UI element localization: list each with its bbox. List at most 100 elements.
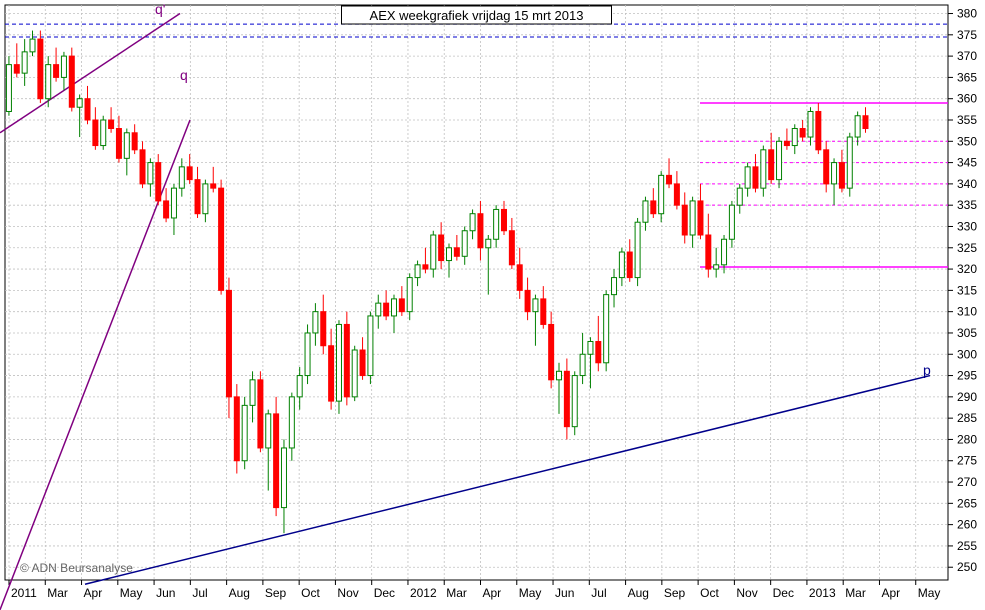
candle-body — [69, 56, 74, 107]
ytick-label: 295 — [957, 369, 977, 383]
chart-title: AEX weekgrafiek vrijdag 15 mrt 2013 — [370, 8, 584, 23]
candle-body — [93, 120, 98, 146]
xtick-label: Sep — [265, 586, 287, 600]
candle-body — [753, 167, 758, 188]
candle-body — [423, 265, 428, 269]
candle-body — [54, 65, 59, 78]
candle-body — [6, 65, 11, 112]
candle-body — [619, 252, 624, 278]
trendline-q — [0, 120, 190, 610]
xtick-label: Aug — [628, 586, 649, 600]
ytick-label: 330 — [957, 219, 977, 233]
candle-body — [596, 341, 601, 362]
candle-body — [30, 39, 35, 52]
candle-body — [690, 201, 695, 235]
candle-body — [85, 99, 90, 120]
ytick-label: 365 — [957, 70, 977, 84]
candle-body — [698, 201, 703, 235]
candle-body — [132, 133, 137, 150]
candle-body — [195, 180, 200, 214]
candle-body — [281, 448, 286, 508]
candle-body — [211, 184, 216, 188]
candle-body — [171, 188, 176, 218]
candle-body — [305, 333, 310, 376]
candle-body — [156, 163, 161, 201]
ytick-label: 315 — [957, 283, 977, 297]
ytick-label: 350 — [957, 134, 977, 148]
candle-body — [250, 380, 255, 406]
candle-body — [124, 133, 129, 159]
candle-body — [729, 205, 734, 239]
ytick-label: 285 — [957, 411, 977, 425]
candle-body — [454, 248, 459, 257]
candle-body — [517, 265, 522, 291]
candle-body — [549, 324, 554, 379]
candle-body — [203, 184, 208, 214]
xtick-label: Sep — [664, 586, 686, 600]
candle-body — [604, 295, 609, 363]
candlestick-chart[interactable]: 2502552602652702752802852902953003053103… — [0, 0, 985, 610]
xtick-label: Oct — [301, 586, 320, 600]
candle-body — [219, 188, 224, 290]
candle-body — [179, 167, 184, 188]
candle-body — [714, 265, 719, 269]
candle-body — [274, 414, 279, 508]
candle-body — [164, 201, 169, 218]
candle-body — [800, 129, 805, 138]
ytick-label: 375 — [957, 28, 977, 42]
ytick-label: 355 — [957, 113, 977, 127]
candle-body — [612, 278, 617, 295]
xtick-label: 2013 — [809, 586, 836, 600]
watermark: © ADN Beursanalyse — [20, 561, 133, 575]
candle-body — [266, 414, 271, 448]
chart-container: 2502552602652702752802852902953003053103… — [0, 0, 985, 610]
candle-body — [431, 235, 436, 269]
xtick-label: Aug — [229, 586, 250, 600]
xtick-label: Nov — [736, 586, 757, 600]
ytick-label: 335 — [957, 198, 977, 212]
ytick-label: 270 — [957, 475, 977, 489]
candle-body — [769, 150, 774, 180]
candle-body — [368, 316, 373, 376]
ytick-label: 290 — [957, 390, 977, 404]
candle-body — [816, 111, 821, 149]
xtick-label: 2012 — [410, 586, 437, 600]
xtick-label: May — [120, 586, 143, 600]
candle-body — [439, 235, 444, 261]
candle-body — [242, 405, 247, 460]
xtick-label: May — [918, 586, 941, 600]
candle-body — [462, 231, 467, 257]
candle-body — [407, 278, 412, 312]
candle-body — [478, 214, 483, 248]
ytick-label: 305 — [957, 326, 977, 340]
candle-body — [376, 303, 381, 316]
candle-body — [297, 376, 302, 397]
candle-body — [399, 299, 404, 312]
candle-body — [234, 397, 239, 461]
candle-body — [580, 354, 585, 375]
ytick-label: 320 — [957, 262, 977, 276]
candle-body — [533, 299, 538, 312]
ytick-label: 325 — [957, 241, 977, 255]
candle-body — [14, 65, 19, 74]
xtick-label: Jul — [192, 586, 207, 600]
ytick-label: 310 — [957, 305, 977, 319]
ytick-label: 360 — [957, 92, 977, 106]
candle-body — [525, 290, 530, 311]
candle-body — [541, 299, 546, 325]
candle-body — [588, 341, 593, 354]
candle-body — [101, 120, 106, 146]
candle-body — [777, 141, 782, 179]
candle-body — [187, 167, 192, 180]
xtick-label: Jun — [555, 586, 574, 600]
xtick-label: Dec — [374, 586, 395, 600]
candle-body — [627, 252, 632, 278]
ytick-label: 265 — [957, 496, 977, 510]
candle-body — [494, 209, 499, 239]
candle-body — [289, 397, 294, 448]
trendline-label-q_prime: q' — [155, 1, 165, 17]
xtick-label: Dec — [773, 586, 794, 600]
candle-body — [674, 184, 679, 205]
candle-body — [344, 324, 349, 396]
candle-body — [226, 290, 231, 396]
